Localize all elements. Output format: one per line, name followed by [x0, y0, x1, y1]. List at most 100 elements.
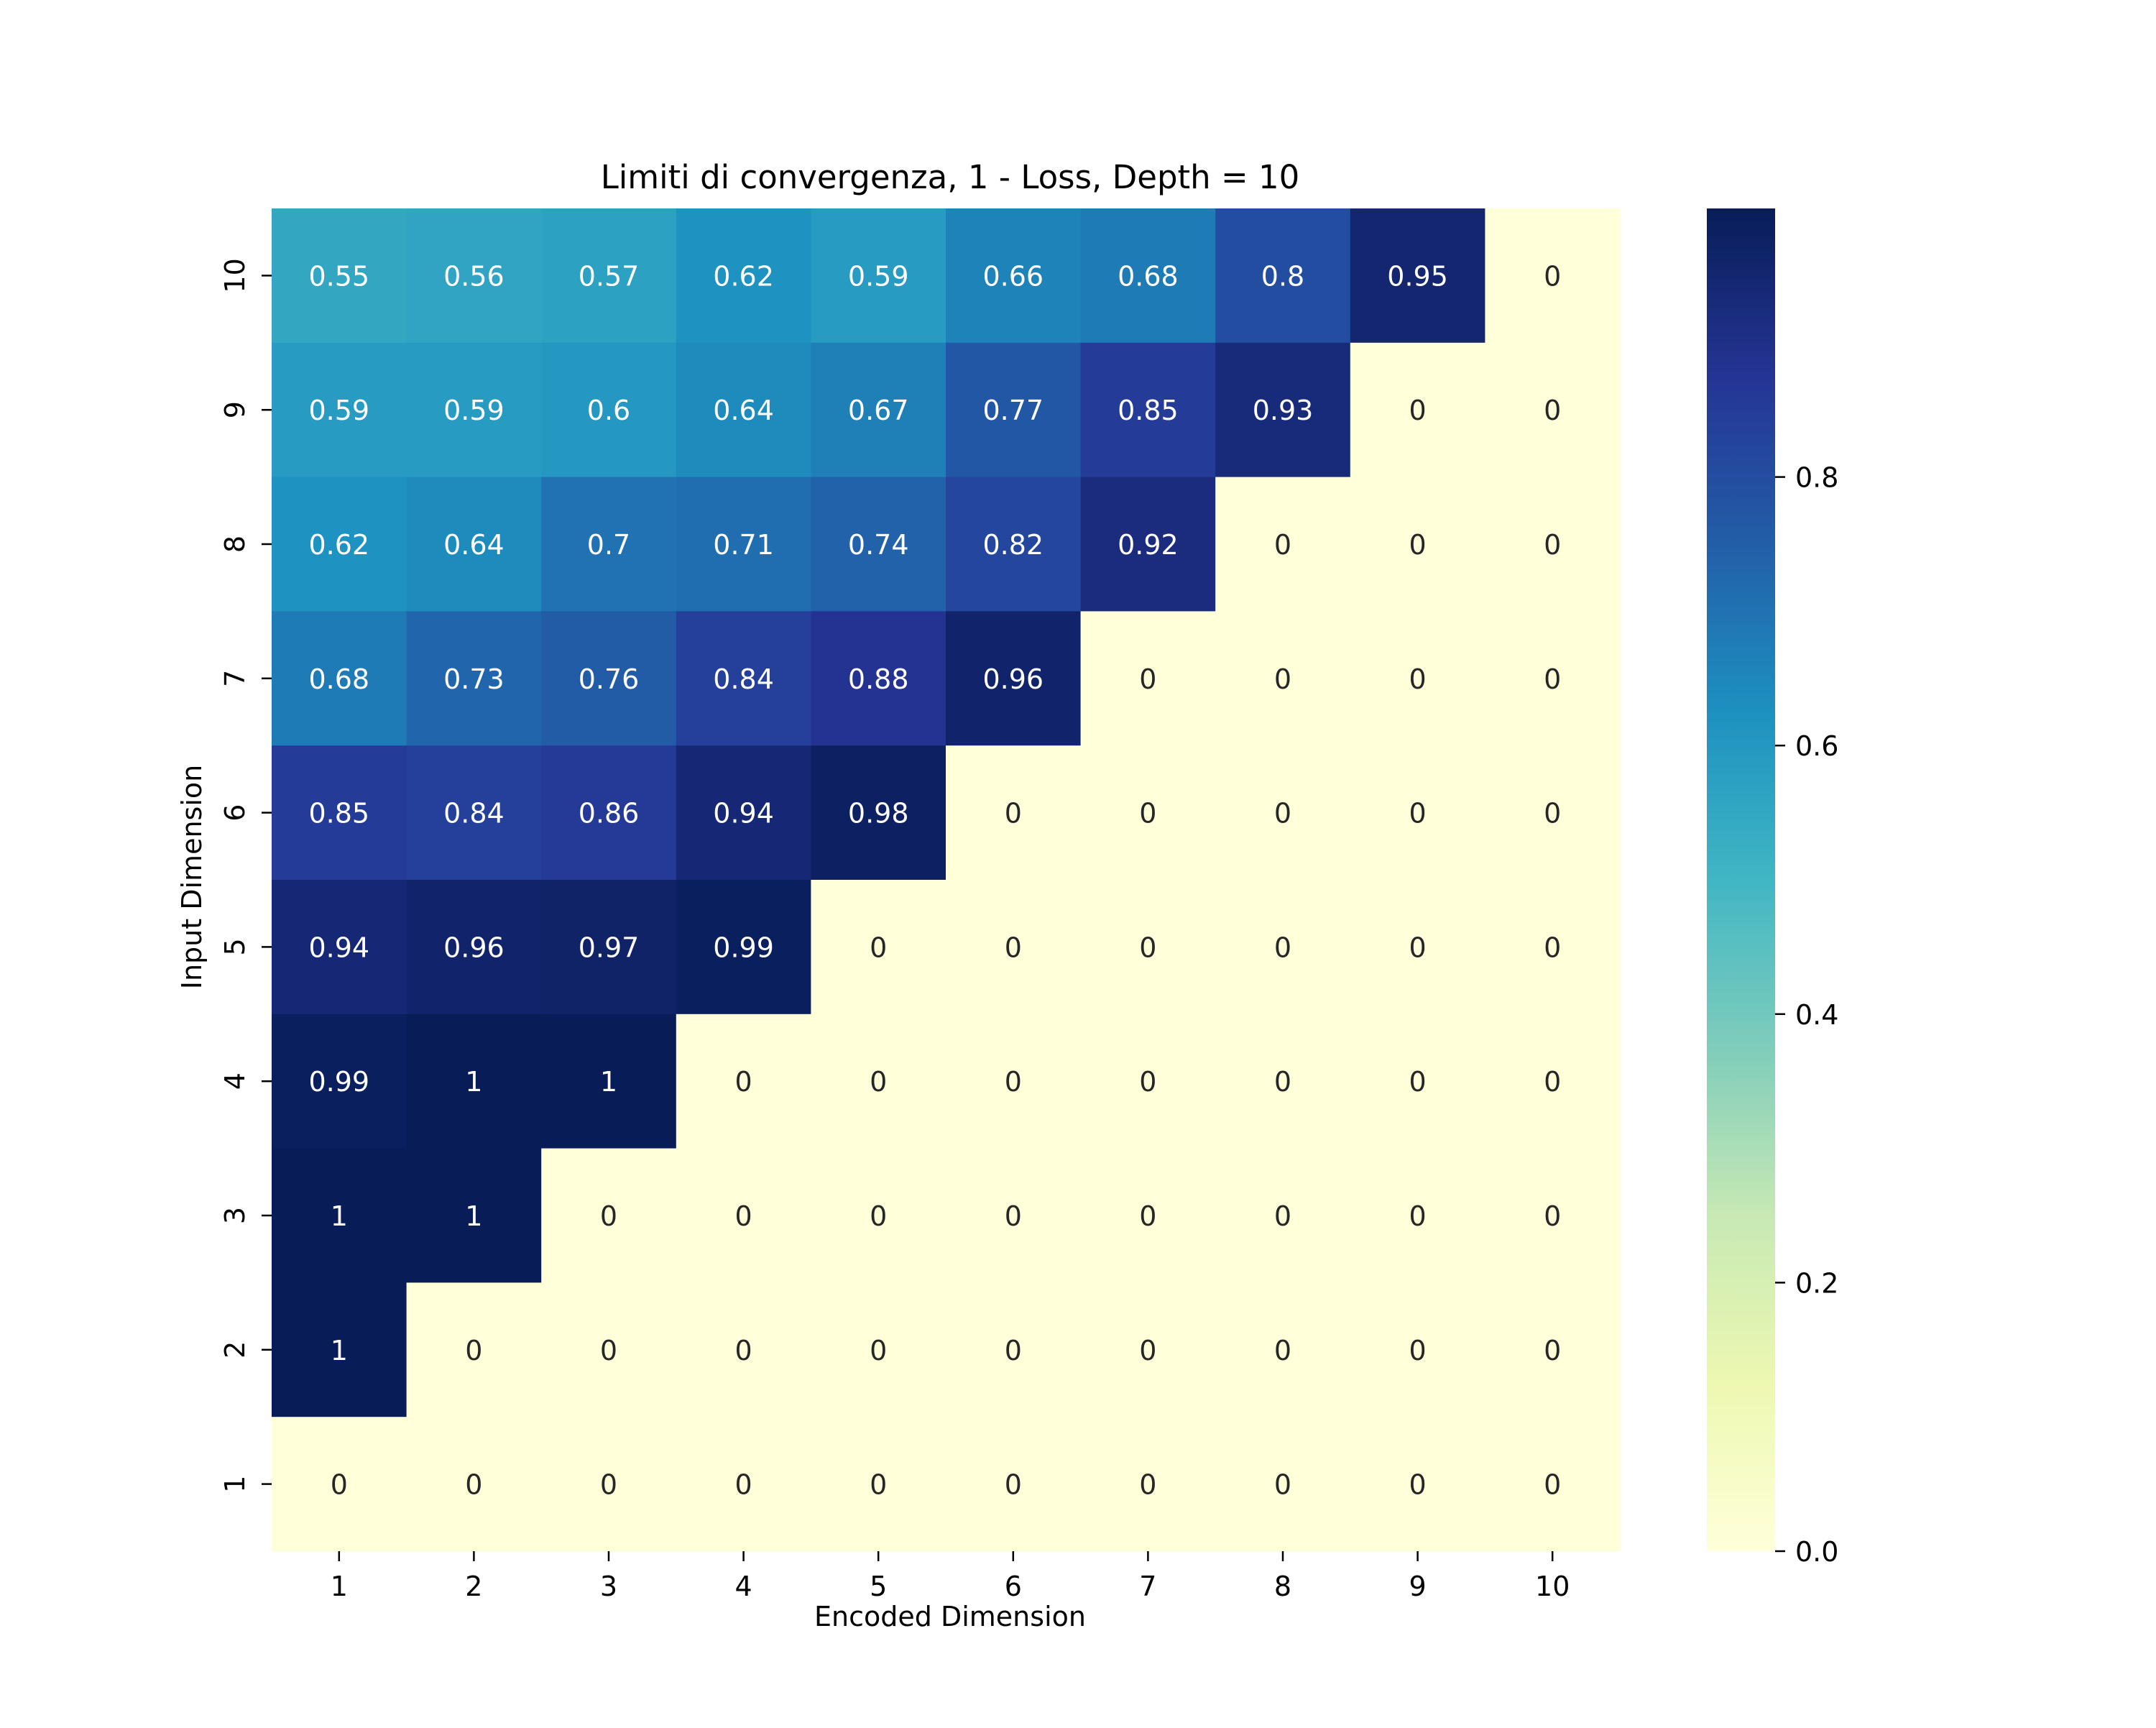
cell-value-label: 0.67	[848, 395, 909, 426]
cell-value-label: 0.68	[1118, 260, 1179, 292]
heatmap-cell	[1215, 477, 1351, 612]
cell-value-label: 0	[1544, 663, 1561, 695]
chart-title: Limiti di convergenza, 1 - Loss, Depth =…	[601, 158, 1300, 196]
x-tick-label: 4	[735, 1571, 752, 1602]
cell-value-label: 0.96	[443, 932, 505, 963]
heatmap-cell	[676, 880, 811, 1015]
cell-value-label: 1	[600, 1066, 617, 1098]
cell-value-label: 0	[870, 1200, 887, 1232]
heatmap-cell	[272, 1282, 407, 1417]
heatmap-cell	[811, 1282, 946, 1417]
heatmap-cell	[1350, 745, 1485, 881]
heatmap-cell	[406, 1148, 542, 1283]
cell-value-label: 0.6	[587, 395, 630, 426]
heatmap-cell	[1080, 1148, 1216, 1283]
heatmap-cells	[272, 208, 1621, 1552]
y-tick-label: 1	[219, 1476, 251, 1493]
cell-value-label: 0	[1274, 932, 1291, 963]
cell-value-label: 0	[600, 1469, 617, 1501]
cell-value-label: 0	[1409, 1066, 1427, 1098]
heatmap-cell	[1485, 1417, 1621, 1552]
heatmap-cell	[541, 1014, 677, 1149]
heatmap-cell	[1080, 208, 1216, 344]
cell-value-label: 0.86	[579, 798, 640, 829]
heatmap-cell	[1350, 611, 1485, 746]
heatmap-cell	[1080, 880, 1216, 1015]
heatmap-cell	[1215, 611, 1351, 746]
x-tick-label: 10	[1535, 1571, 1570, 1602]
colorbar-tick-label: 0.8	[1795, 462, 1838, 494]
heatmap-cell	[1215, 1282, 1351, 1417]
cell-value-label: 0	[1544, 1066, 1561, 1098]
cell-value-label: 0	[1005, 798, 1022, 829]
heatmap-cell	[1215, 1014, 1351, 1149]
heatmap-cell	[272, 342, 407, 478]
heatmap-cell	[946, 745, 1082, 881]
heatmap-cell	[676, 208, 811, 344]
heatmap-cell	[1350, 1148, 1485, 1283]
heatmap-cell	[1215, 208, 1351, 344]
heatmap-cell	[1080, 342, 1216, 478]
heatmap-cell	[676, 477, 811, 612]
cell-value-label: 0	[1139, 1469, 1156, 1501]
cell-value-label: 0	[1409, 529, 1427, 561]
heatmap-cell	[946, 342, 1082, 478]
heatmap-cell	[1080, 477, 1216, 612]
cell-value-label: 0	[1544, 1200, 1561, 1232]
colorbar-tick-label: 0.0	[1795, 1536, 1838, 1568]
colorbar-tick-label: 0.2	[1795, 1267, 1838, 1299]
cell-value-label: 0.94	[308, 932, 369, 963]
cell-value-label: 0	[1005, 1469, 1022, 1501]
heatmap-cell	[946, 880, 1082, 1015]
cell-value-label: 0.64	[443, 529, 505, 561]
x-tick-label: 3	[600, 1571, 617, 1602]
heatmap-cell-labels: 0.55 0.56 0.57 0.62 0.59 0.66 0.68 0.8 0.95 0 0.59…	[308, 260, 1561, 1500]
cell-value-label: 0	[1409, 1335, 1427, 1366]
heatmap-cell	[1350, 1014, 1485, 1149]
heatmap-cell	[811, 1148, 946, 1283]
cell-value-label: 1	[465, 1200, 482, 1232]
heatmap-cell	[272, 880, 407, 1015]
cell-value-label: 0	[1544, 529, 1561, 561]
y-axis: 10 9 8 7 6 5 4 3 2 1	[219, 258, 272, 1493]
cell-value-label: 0.85	[1118, 395, 1179, 426]
cell-value-label: 0	[1544, 1469, 1561, 1501]
cell-value-label: 0	[870, 1335, 887, 1366]
cell-value-label: 0.62	[713, 260, 774, 292]
heatmap-cell	[541, 1282, 677, 1417]
heatmap-cell	[1350, 342, 1485, 478]
heatmap-cell	[1215, 1417, 1351, 1552]
heatmap-cell	[272, 1148, 407, 1283]
heatmap-cell	[946, 208, 1082, 344]
heatmap-cell	[541, 611, 677, 746]
cell-value-label: 0	[1005, 1200, 1022, 1232]
heatmap-cell	[811, 1417, 946, 1552]
heatmap-cell	[1215, 1148, 1351, 1283]
cell-value-label: 0	[1544, 395, 1561, 426]
heatmap-cell	[676, 1282, 811, 1417]
heatmap-cell	[676, 1014, 811, 1149]
cell-value-label: 0	[1139, 663, 1156, 695]
cell-value-label: 0	[1409, 798, 1427, 829]
y-tick-label: 6	[219, 804, 251, 822]
colorbar-tick-label: 0.6	[1795, 730, 1838, 762]
cell-value-label: 0	[1139, 798, 1156, 829]
cell-value-label: 0.94	[713, 798, 774, 829]
heatmap-cell	[811, 880, 946, 1015]
colorbar	[1707, 208, 1775, 1551]
cell-value-label: 0	[1544, 1335, 1561, 1366]
y-tick-label: 4	[219, 1072, 251, 1090]
x-tick-label: 5	[870, 1571, 887, 1602]
heatmap-cell	[946, 477, 1082, 612]
x-axis-label: Encoded Dimension	[814, 1601, 1086, 1632]
heatmap-cell	[272, 1014, 407, 1149]
cell-value-label: 0	[870, 1469, 887, 1501]
cell-value-label: 0	[1005, 932, 1022, 963]
x-tick-label: 7	[1139, 1571, 1156, 1602]
cell-value-label: 0.7	[587, 529, 630, 561]
y-tick-label: 7	[219, 670, 251, 687]
cell-value-label: 0	[1274, 798, 1291, 829]
heatmap-cell	[811, 1014, 946, 1149]
heatmap-cell	[676, 1417, 811, 1552]
